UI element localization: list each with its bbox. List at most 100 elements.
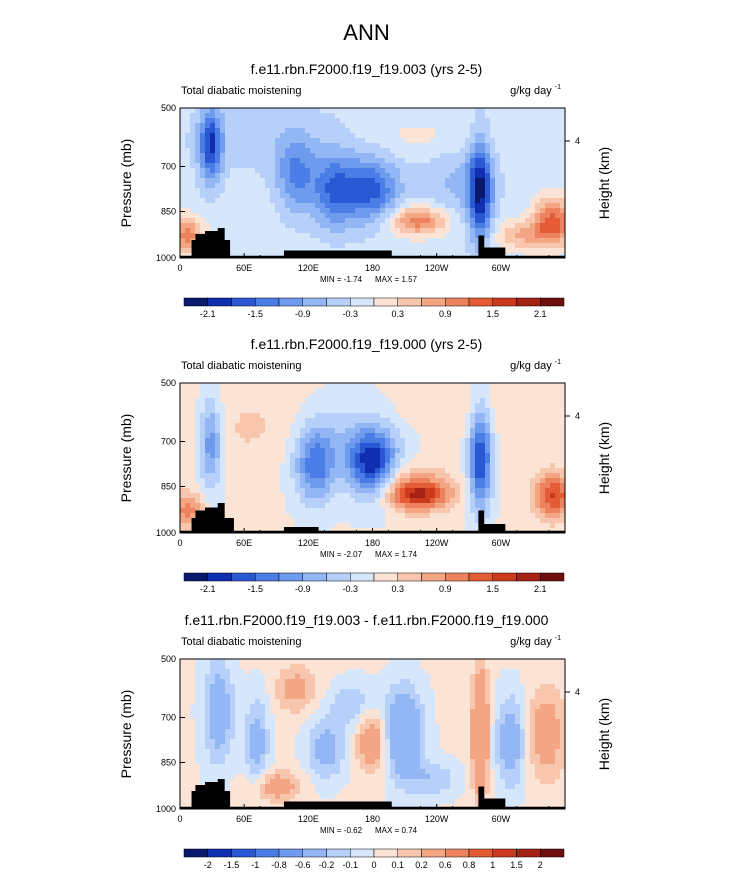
heatmap-cell (490, 218, 496, 224)
heatmap-cell (405, 393, 411, 399)
heatmap-cell (200, 669, 206, 675)
heatmap-cell (255, 108, 261, 114)
heatmap-cell (410, 163, 416, 169)
heatmap-cell (200, 113, 206, 119)
heatmap-cell (400, 448, 406, 454)
heatmap-cell (530, 428, 536, 434)
heatmap-cell (500, 153, 506, 159)
heatmap-cell (470, 133, 476, 139)
heatmap-cell (550, 178, 556, 184)
heatmap-cell (535, 383, 541, 389)
heatmap-cell (400, 118, 406, 124)
heatmap-cell (240, 148, 246, 154)
heatmap-cell (230, 193, 236, 199)
heatmap-cell (400, 453, 406, 459)
heatmap-cell (385, 508, 391, 514)
heatmap-cell (490, 508, 496, 514)
heatmap-cell (415, 398, 421, 404)
heatmap-cell (340, 218, 346, 224)
heatmap-cell (560, 203, 566, 209)
heatmap-cell (385, 428, 391, 434)
colorbar-swatch (540, 297, 565, 307)
heatmap-cell (505, 478, 511, 484)
heatmap-cell (295, 218, 301, 224)
heatmap-cell (235, 243, 241, 249)
heatmap-cell (365, 228, 371, 234)
heatmap-cell (425, 659, 431, 665)
x-tick-label: 0 (177, 263, 182, 273)
heatmap-cell (410, 478, 416, 484)
heatmap-cell (505, 118, 511, 124)
heatmap-cell (480, 153, 486, 159)
heatmap-cell (390, 223, 396, 229)
heatmap-cell (520, 458, 526, 464)
heatmap-cell (395, 488, 401, 494)
heatmap-cell (360, 123, 366, 129)
heatmap-cell (390, 158, 396, 164)
heatmap-cell (485, 193, 491, 199)
heatmap-cell (240, 238, 246, 244)
heatmap-cell (525, 213, 531, 219)
heatmap-cell (270, 108, 276, 114)
heatmap-cell (560, 188, 566, 194)
heatmap-cell (215, 143, 221, 149)
heatmap-cell (435, 458, 441, 464)
heatmap-cell (445, 208, 451, 214)
heatmap-cell (510, 413, 516, 419)
heatmap-cell (515, 438, 521, 444)
heatmap-cell (560, 123, 566, 129)
heatmap-cell (425, 523, 431, 529)
y2-tick-label: 4 (575, 136, 580, 146)
heatmap-cell (185, 198, 191, 204)
heatmap-cell (265, 664, 271, 670)
heatmap-cell (255, 183, 261, 189)
heatmap-cell (315, 108, 321, 114)
heatmap-cell (470, 403, 476, 409)
heatmap-cell (255, 178, 261, 184)
heatmap-cell (550, 473, 556, 479)
heatmap-cell (345, 408, 351, 414)
heatmap-cell (390, 113, 396, 119)
heatmap-cell (500, 423, 506, 429)
heatmap-cell (240, 398, 246, 404)
heatmap-cell (230, 433, 236, 439)
heatmap-cell (315, 483, 321, 489)
heatmap-cell (445, 413, 451, 419)
heatmap-cell (350, 473, 356, 479)
heatmap-cell (355, 233, 361, 239)
heatmap-cell (455, 123, 461, 129)
heatmap-cell (370, 463, 376, 469)
heatmap-cell (475, 253, 481, 259)
heatmap-cell (465, 118, 471, 124)
heatmap-cell (440, 123, 446, 129)
heatmap-cell (375, 423, 381, 429)
topography-mask (283, 250, 392, 258)
heatmap-cell (550, 238, 556, 244)
heatmap-cell (205, 669, 211, 675)
heatmap-cell (395, 178, 401, 184)
y-tick-label: 1000 (156, 528, 176, 538)
heatmap-cell (525, 193, 531, 199)
heatmap-cell (540, 148, 546, 154)
heatmap-cell (440, 503, 446, 509)
heatmap-cell (480, 133, 486, 139)
heatmap-cell (415, 228, 421, 234)
heatmap-cell (210, 218, 216, 224)
heatmap-cell (235, 468, 241, 474)
heatmap-cell (415, 488, 421, 494)
heatmap-cell (325, 518, 331, 524)
heatmap-cell (270, 468, 276, 474)
heatmap-cell (450, 518, 456, 524)
heatmap-cell (555, 518, 561, 524)
heatmap-cell (365, 428, 371, 434)
heatmap-cell (555, 203, 561, 209)
heatmap-cell (320, 233, 326, 239)
heatmap-cell (395, 143, 401, 149)
heatmap-cell (215, 188, 221, 194)
heatmap-cell (225, 183, 231, 189)
heatmap-cell (335, 118, 341, 124)
heatmap-cell (305, 203, 311, 209)
heatmap-cell (230, 123, 236, 129)
heatmap-cell (385, 383, 391, 389)
heatmap-cell (255, 383, 261, 389)
